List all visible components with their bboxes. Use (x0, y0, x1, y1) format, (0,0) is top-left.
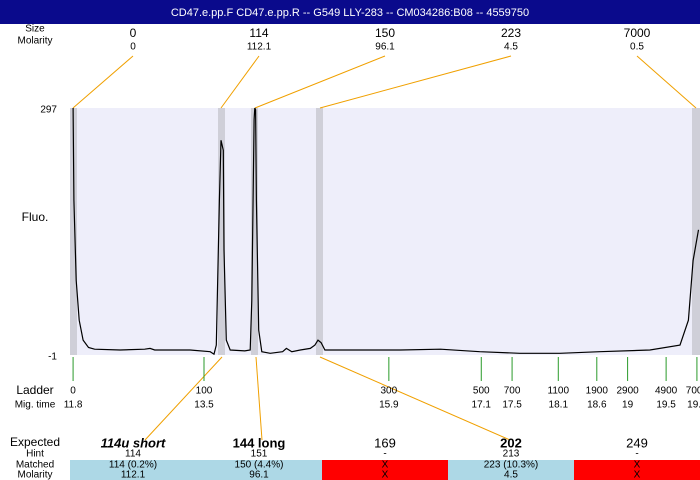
ladder-time: 11.8 (64, 400, 83, 411)
y-tick-label: -1 (48, 352, 57, 363)
peak-molarity: 112.1 (247, 42, 272, 53)
mig-time-label: Mig. time (15, 400, 56, 411)
trace (72, 107, 700, 356)
molarity: X (382, 470, 389, 480)
ladder-time: 19 (622, 400, 634, 411)
size-label: Size (25, 24, 45, 35)
peak-size: 150 (375, 26, 395, 40)
row-label: Hint (26, 449, 44, 460)
ladder-size: 0 (70, 386, 76, 397)
ladder-size: 700 (504, 386, 521, 397)
ladder-time: 17.5 (502, 400, 522, 411)
connector (319, 356, 511, 441)
plot-area (70, 108, 700, 355)
matched: X (382, 460, 389, 471)
ladder-time: 17.1 (472, 400, 492, 411)
connector (254, 55, 386, 109)
peak-size: 7000 (624, 26, 651, 40)
hint: 151 (251, 449, 268, 460)
ladder-size: 4900 (655, 386, 678, 397)
marker-band (692, 108, 700, 355)
peak-size: 114 (249, 26, 268, 40)
ladder-size: 1100 (548, 386, 570, 397)
row-label: Molarity (17, 470, 52, 480)
ladder-size: 100 (196, 386, 213, 397)
matched: X (634, 460, 641, 471)
connector (144, 356, 223, 441)
peak-size: 223 (501, 26, 521, 40)
molarity-label: Molarity (17, 36, 52, 47)
title-bar (0, 0, 700, 24)
ladder-size: 500 (473, 386, 490, 397)
ladder-time: 13.5 (194, 400, 214, 411)
marker-band (70, 108, 77, 355)
title: CD47.e.pp.F CD47.e.pp.R -- G549 LLY-283 … (171, 7, 529, 19)
row-label: Expected (10, 435, 60, 449)
match-cell (574, 460, 700, 480)
molarity: X (634, 470, 641, 480)
marker-band (218, 108, 225, 355)
match-cell (448, 460, 574, 480)
peak-molarity: 96.1 (375, 42, 395, 53)
peak-size: 0 (130, 26, 137, 40)
matched: 114 (0.2%) (109, 460, 157, 471)
expected-name: 202 (500, 435, 522, 450)
ladder-time: 18.1 (549, 400, 569, 411)
marker-band (316, 108, 323, 355)
ladder-time: 19.5 (656, 400, 676, 411)
ladder-size: 2900 (616, 386, 639, 397)
match-cell (196, 460, 322, 480)
expected-name: 169 (374, 435, 396, 450)
row-label: Matched (16, 460, 54, 471)
expected-name: 249 (626, 435, 648, 450)
connector (72, 55, 134, 109)
matched: 150 (4.4%) (235, 460, 284, 471)
ladder-time: 19.9 (687, 400, 700, 411)
expected-name: 144 long (233, 435, 286, 450)
hint: 114 (125, 449, 141, 460)
molarity: 96.1 (249, 470, 269, 480)
hint: 213 (503, 449, 520, 460)
hint: - (383, 449, 386, 460)
molarity: 4.5 (504, 470, 518, 480)
ladder-size: 7000 (686, 386, 700, 397)
match-cell (70, 460, 196, 480)
peak-molarity: 4.5 (504, 42, 518, 53)
match-cell (322, 460, 448, 480)
molarity: 112.1 (121, 470, 146, 480)
connector (319, 55, 512, 109)
ladder-time: 15.9 (379, 400, 399, 411)
connector (220, 55, 260, 109)
y-tick-label: 297 (40, 105, 57, 116)
hint: - (635, 449, 638, 460)
expected-name: 114u short (101, 435, 166, 450)
connector (255, 356, 263, 441)
connector (636, 55, 697, 109)
ladder-size: 300 (381, 386, 398, 397)
ladder-time: 18.6 (587, 400, 607, 411)
matched: 223 (10.3%) (484, 460, 538, 471)
ladder-label: Ladder (16, 383, 53, 397)
peak-molarity: 0 (130, 42, 136, 53)
marker-band (251, 108, 258, 355)
y-axis-label: Fluo. (22, 210, 49, 224)
ladder-size: 1900 (586, 386, 609, 397)
peak-molarity: 0.5 (630, 42, 644, 53)
